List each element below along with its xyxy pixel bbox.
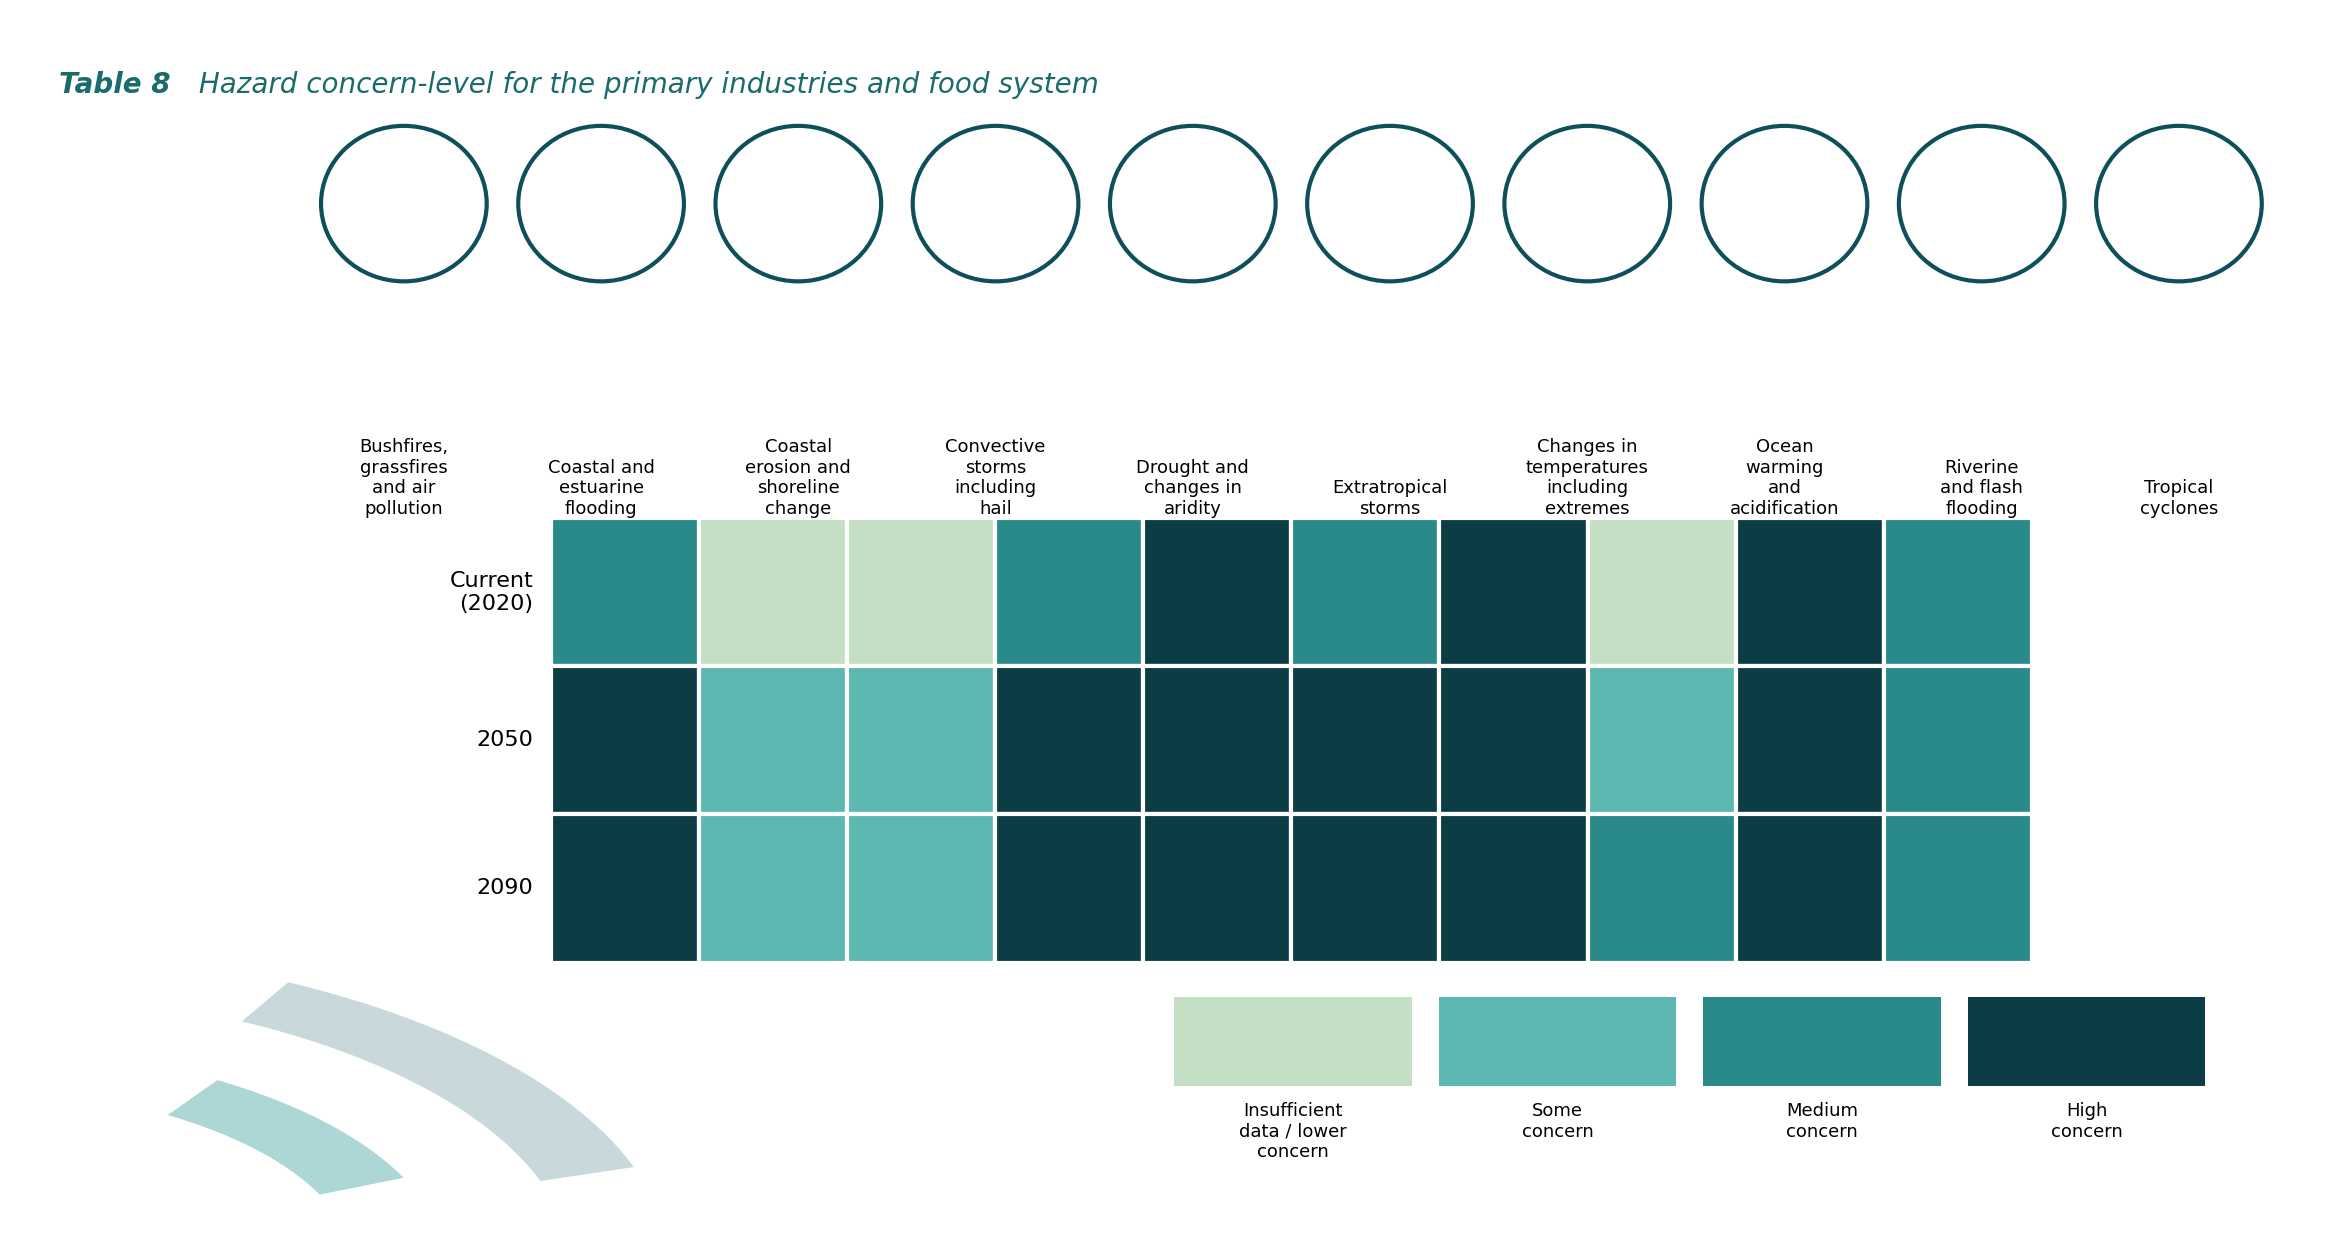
Bar [1587, 814, 1735, 963]
Bar [1883, 666, 2031, 814]
Bar [1143, 666, 1291, 814]
Bar [1291, 814, 1439, 963]
Bar [848, 814, 996, 963]
Bar [1439, 666, 1587, 814]
Bar [1587, 666, 1735, 814]
Bar [1439, 814, 1587, 963]
Text: Coastal
erosion and
shoreline
change: Coastal erosion and shoreline change [744, 438, 852, 518]
Bar [1968, 997, 2205, 1086]
Bar [552, 518, 700, 666]
Bar [1587, 518, 1735, 666]
Polygon shape [242, 982, 634, 1181]
Circle shape [716, 126, 880, 281]
Bar [996, 666, 1143, 814]
Circle shape [519, 126, 683, 281]
Polygon shape [167, 1080, 404, 1195]
Text: Ocean
warming
and
acidification: Ocean warming and acidification [1730, 438, 1838, 518]
Circle shape [1702, 126, 1867, 281]
Text: Table 8: Table 8 [59, 70, 169, 99]
Bar [996, 518, 1143, 666]
Text: High
concern: High concern [2050, 1102, 2123, 1140]
Text: Some
concern: Some concern [1522, 1102, 1594, 1140]
Bar [1883, 518, 2031, 666]
Bar [1735, 814, 1883, 963]
Text: Riverine
and flash
flooding: Riverine and flash flooding [1939, 459, 2024, 518]
Bar [1702, 997, 1942, 1086]
Bar [1174, 997, 1411, 1086]
Circle shape [913, 126, 1078, 281]
Text: Coastal and
estuarine
flooding: Coastal and estuarine flooding [547, 459, 655, 518]
Bar [700, 666, 848, 814]
Bar [848, 518, 996, 666]
Bar [552, 814, 700, 963]
Text: 2050: 2050 [477, 731, 533, 750]
Circle shape [1900, 126, 2064, 281]
Bar [700, 518, 848, 666]
Text: Extratropical
storms: Extratropical storms [1331, 480, 1449, 518]
Text: 2090: 2090 [477, 879, 533, 898]
Circle shape [1111, 126, 1275, 281]
Bar [1291, 666, 1439, 814]
Bar [1143, 518, 1291, 666]
Bar [1735, 518, 1883, 666]
Text: Hazard concern-level for the primary industries and food system: Hazard concern-level for the primary ind… [190, 70, 1099, 99]
Bar [700, 814, 848, 963]
Bar [1291, 518, 1439, 666]
Text: Bushfires,
grassfires
and air
pollution: Bushfires, grassfires and air pollution [359, 438, 448, 518]
Circle shape [322, 126, 486, 281]
Bar [552, 666, 700, 814]
Circle shape [1505, 126, 1669, 281]
Bar [848, 666, 996, 814]
Text: Insufficient
data / lower
concern: Insufficient data / lower concern [1240, 1102, 1348, 1161]
Circle shape [1308, 126, 1472, 281]
Bar [1439, 997, 1676, 1086]
Text: Medium
concern: Medium concern [1787, 1102, 1857, 1140]
Bar [1735, 666, 1883, 814]
Text: Drought and
changes in
aridity: Drought and changes in aridity [1136, 459, 1249, 518]
Text: Current
(2020): Current (2020) [448, 570, 533, 615]
Bar [1143, 814, 1291, 963]
Text: Convective
storms
including
hail: Convective storms including hail [946, 438, 1045, 518]
Circle shape [2097, 126, 2261, 281]
Bar [1883, 814, 2031, 963]
Bar [996, 814, 1143, 963]
Text: Changes in
temperatures
including
extremes: Changes in temperatures including extrem… [1526, 438, 1648, 518]
Bar [1439, 518, 1587, 666]
Text: Tropical
cyclones: Tropical cyclones [2139, 480, 2219, 518]
